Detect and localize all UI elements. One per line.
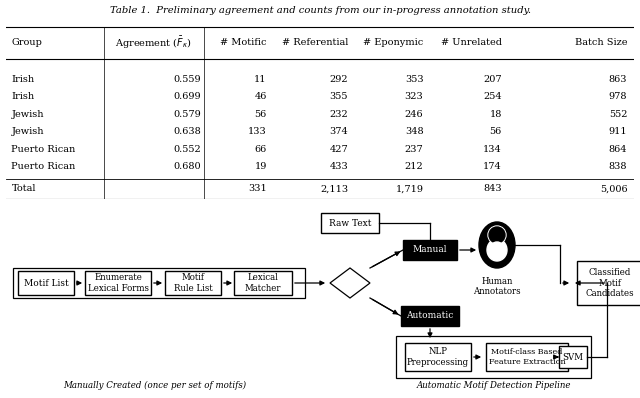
Polygon shape [330,268,370,298]
Text: 1,719: 1,719 [396,184,424,193]
Text: 11: 11 [254,74,267,84]
Text: 911: 911 [609,127,627,136]
FancyBboxPatch shape [559,346,587,368]
Text: 323: 323 [404,92,424,101]
Text: Motif List: Motif List [24,279,68,287]
Text: 19: 19 [254,162,267,171]
Text: Irish: Irish [12,74,35,84]
FancyBboxPatch shape [18,271,74,295]
Text: Jewish: Jewish [12,110,44,119]
Text: 838: 838 [609,162,627,171]
Text: # Referential: # Referential [282,39,348,47]
Text: 427: 427 [330,145,348,154]
Text: 0.552: 0.552 [173,145,201,154]
Text: 232: 232 [330,110,348,119]
Text: 864: 864 [609,145,627,154]
Text: Classified
Motif
Candidates: Classified Motif Candidates [586,268,634,298]
Text: 552: 552 [609,110,627,119]
FancyBboxPatch shape [403,240,457,260]
Text: 174: 174 [483,162,502,171]
Text: 5,006: 5,006 [600,184,627,193]
Text: NLP
Preprocessing: NLP Preprocessing [407,347,469,367]
Text: 0.579: 0.579 [173,110,201,119]
Text: Motif
Rule List: Motif Rule List [173,273,212,293]
FancyBboxPatch shape [165,271,221,295]
Text: 0.638: 0.638 [173,127,201,136]
Text: Jewish: Jewish [12,127,44,136]
FancyBboxPatch shape [234,271,292,295]
Text: 207: 207 [483,74,502,84]
Text: 133: 133 [248,127,267,136]
FancyBboxPatch shape [577,261,640,305]
Text: Automatic Motif Detection Pipeline: Automatic Motif Detection Pipeline [417,381,572,390]
Text: 66: 66 [255,145,267,154]
Circle shape [488,226,506,244]
FancyBboxPatch shape [85,271,151,295]
Text: 254: 254 [483,92,502,101]
Text: 18: 18 [490,110,502,119]
Text: 863: 863 [609,74,627,84]
Text: 246: 246 [405,110,424,119]
Text: 374: 374 [330,127,348,136]
Text: 0.699: 0.699 [173,92,201,101]
Text: # Motific: # Motific [220,39,267,47]
Text: # Unrelated: # Unrelated [441,39,502,47]
Text: Group: Group [12,39,42,47]
Text: Manually Created (once per set of motifs): Manually Created (once per set of motifs… [63,381,246,390]
Text: 978: 978 [609,92,627,101]
Text: 212: 212 [404,162,424,171]
FancyBboxPatch shape [321,213,379,233]
FancyBboxPatch shape [405,343,471,371]
Text: 46: 46 [254,92,267,101]
Text: Manual: Manual [413,246,447,254]
Text: Enumerate
Lexical Forms: Enumerate Lexical Forms [88,273,148,293]
Text: 237: 237 [404,145,424,154]
Text: Total: Total [12,184,36,193]
Text: 331: 331 [248,184,267,193]
Text: Irish: Irish [12,92,35,101]
Text: 0.559: 0.559 [173,74,201,84]
Text: 0.680: 0.680 [173,162,201,171]
Circle shape [489,227,505,243]
Text: 56: 56 [490,127,502,136]
Text: 353: 353 [405,74,424,84]
Text: 843: 843 [483,184,502,193]
Ellipse shape [479,222,515,268]
FancyBboxPatch shape [401,306,459,326]
Text: 56: 56 [255,110,267,119]
Text: Automatic: Automatic [406,312,454,320]
Text: 2,113: 2,113 [320,184,348,193]
Text: # Eponymic: # Eponymic [364,39,424,47]
Text: SVM: SVM [563,353,584,361]
Text: Table 1.  Preliminary agreement and counts from our in-progress annotation study: Table 1. Preliminary agreement and count… [109,6,531,15]
Text: Batch Size: Batch Size [575,39,627,47]
Text: Human
Annotators: Human Annotators [473,277,521,297]
Text: 433: 433 [330,162,348,171]
FancyBboxPatch shape [486,343,568,371]
Text: Agreement ($\bar{F}_{\kappa}$): Agreement ($\bar{F}_{\kappa}$) [115,35,192,51]
Text: Puerto Rican: Puerto Rican [12,145,76,154]
Ellipse shape [487,239,507,261]
Text: 355: 355 [330,92,348,101]
Text: 348: 348 [405,127,424,136]
Text: Puerto Rican: Puerto Rican [12,162,76,171]
Text: Lexical
Matcher: Lexical Matcher [244,273,281,293]
Ellipse shape [490,242,504,256]
Text: Motif-class Based
Feature Extraction: Motif-class Based Feature Extraction [488,348,565,366]
Text: 292: 292 [330,74,348,84]
Text: Raw Text: Raw Text [329,219,371,228]
Text: 134: 134 [483,145,502,154]
